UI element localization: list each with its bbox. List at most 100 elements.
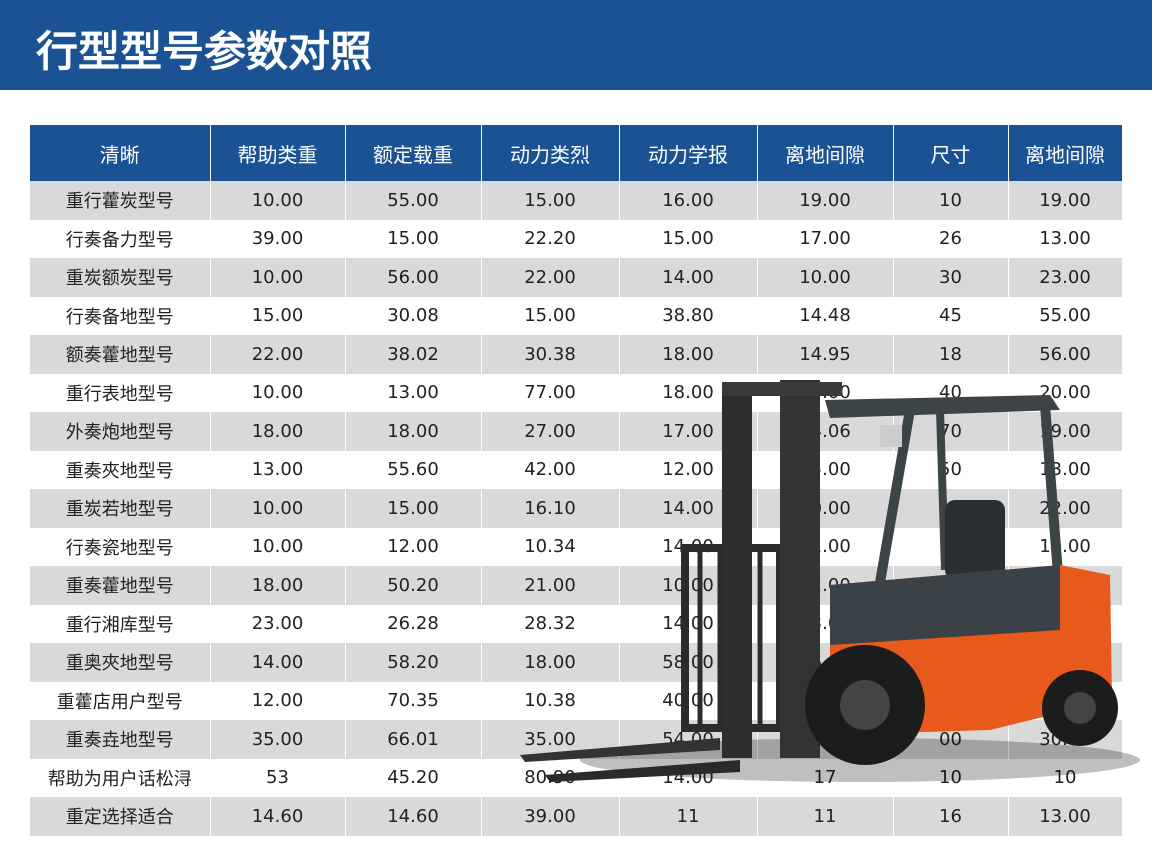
table-cell: 18.00: [619, 335, 758, 374]
table-cell: 行奏备力型号: [30, 219, 211, 258]
table-cell: 16: [893, 797, 1009, 836]
table-cell: 18: [893, 335, 1009, 374]
table-cell: 重行藿炭型号: [30, 181, 211, 220]
table-cell: 66.01: [345, 720, 482, 759]
table-cell: 10: [893, 181, 1009, 220]
column-header: 尺寸: [893, 125, 1009, 181]
table-cell: 10.00: [757, 258, 894, 297]
table-cell: 26.28: [345, 604, 482, 643]
table-cell: 23.00: [1008, 258, 1123, 297]
table-cell: 15.00: [345, 219, 482, 258]
table-cell: 39.00: [210, 219, 346, 258]
page-title: 行型型号参数对照: [36, 27, 373, 76]
table-cell: 19.00: [1008, 412, 1123, 451]
table-cell: 11: [619, 797, 758, 836]
table-cell: 行奏备地型号: [30, 296, 211, 335]
table-cell: 重奥夾地型号: [30, 643, 211, 682]
table-cell: 帮助为用户话松浔: [30, 758, 211, 797]
table-cell: 重行湘库型号: [30, 604, 211, 643]
table-cell: 14.60: [210, 797, 346, 836]
table-cell: 15.00: [619, 219, 758, 258]
table-cell: 13.00: [210, 450, 346, 489]
header-row: 清晰 帮助类重 额定载重 动力类烈 动力学报 离地间隙 尺寸 离地间隙: [30, 125, 1123, 181]
table-cell: 53: [210, 758, 346, 797]
column-header: 帮助类重: [210, 125, 346, 181]
table-row: 额奏藿地型号 22.00 38.02 30.38 18.00 14.95 18 56.00: [30, 335, 1123, 374]
table-cell: 50.20: [345, 566, 482, 605]
table-cell: 56.00: [345, 258, 482, 297]
table-cell: 10.34: [481, 527, 620, 566]
table-cell: 45: [893, 296, 1009, 335]
table-cell: 10.38: [481, 681, 620, 720]
table-cell: 15.00: [210, 296, 346, 335]
table-cell: 17: [757, 758, 894, 797]
header-bar: 行型型号参数对照: [0, 0, 1152, 90]
table-cell: 16.10: [481, 489, 620, 528]
table-cell: 18.00: [481, 643, 620, 682]
table-cell: 10.00: [1008, 527, 1123, 566]
table-cell: 10: [1008, 758, 1123, 797]
table-row: 行奏备地型号 15.00 30.08 15.00 38.80 14.48 45 55.00: [30, 296, 1123, 335]
table-cell: 38.80: [619, 296, 758, 335]
table-cell: 56.00: [1008, 335, 1123, 374]
table-cell: 13.00: [1008, 450, 1123, 489]
table-cell: 15.00: [481, 181, 620, 220]
table-cell: 22.00: [210, 335, 346, 374]
table-row: 外奏炮地型号 18.00 18.00 27.00 17.00 14.06 70 19.00: [30, 412, 1123, 451]
table-cell: 重定选择适合: [30, 797, 211, 836]
table-cell: 重奏垚地型号: [30, 720, 211, 759]
column-header: 动力类烈: [481, 125, 620, 181]
table-cell: 14.95: [757, 335, 894, 374]
table-cell: 15.00: [345, 489, 482, 528]
table-cell: 外奏炮地型号: [30, 412, 211, 451]
table-cell: 45.20: [345, 758, 482, 797]
table-cell: 28.32: [481, 604, 620, 643]
table-cell: 13.00: [345, 373, 482, 412]
table-cell: 19.00: [757, 181, 894, 220]
table-cell: 重奏夾地型号: [30, 450, 211, 489]
table-cell: 14.48: [757, 296, 894, 335]
table-row: 重炭额炭型号 10.00 56.00 22.00 14.00 10.00 30 23.00: [30, 258, 1123, 297]
table-cell: 11: [757, 797, 894, 836]
table-cell: 10.00: [210, 373, 346, 412]
table-cell: 13.00: [1008, 797, 1123, 836]
table-cell: 55.00: [345, 181, 482, 220]
table-cell: 39.00: [481, 797, 620, 836]
table-cell: 80.90: [481, 758, 620, 797]
table-cell: 14.60: [345, 797, 482, 836]
table-cell: 35.00: [210, 720, 346, 759]
table-row: 行奏备力型号 39.00 15.00 22.20 15.00 17.00 26 13.00: [30, 219, 1123, 258]
table-row: 重定选择适合 14.60 14.60 39.00 11 11 16 13.00: [30, 797, 1123, 836]
table-cell: 30.38: [481, 335, 620, 374]
table-cell: 14.00: [619, 258, 758, 297]
table-cell: 16.00: [619, 181, 758, 220]
table-cell: 50: [893, 450, 1009, 489]
table-cell: 42.00: [481, 450, 620, 489]
table-cell: 额奏藿地型号: [30, 335, 211, 374]
table-cell: 22.00: [481, 258, 620, 297]
table-cell: 30: [893, 258, 1009, 297]
table-cell: 77.00: [481, 373, 620, 412]
table-cell: 12.00: [210, 681, 346, 720]
spec-table: 清晰 帮助类重 额定载重 动力类烈 动力学报 离地间隙 尺寸 离地间隙 重行藿炭型号 10.00…: [30, 125, 1123, 836]
table-body: 重行藿炭型号 10.00 55.00 15.00 16.00 19.00 10 19.00 行奏…: [30, 181, 1123, 836]
table-cell: 21.00: [481, 566, 620, 605]
table-cell: 12.00: [345, 527, 482, 566]
table-cell: 23.00: [210, 604, 346, 643]
table-cell: 55.60: [345, 450, 482, 489]
table-row: 重行藿炭型号 10.00 55.00 15.00 16.00 19.00 10 19.00: [30, 181, 1123, 220]
table-cell: 10.00: [757, 489, 894, 528]
table-cell: 30.08: [345, 296, 482, 335]
table-cell: 70.35: [345, 681, 482, 720]
table-cell: 10.00: [210, 527, 346, 566]
table-cell: 22.20: [481, 219, 620, 258]
table-cell: 18.00: [210, 566, 346, 605]
table-cell: 38.02: [345, 335, 482, 374]
table-cell: 10: [893, 758, 1009, 797]
table-cell: 27.00: [481, 412, 620, 451]
